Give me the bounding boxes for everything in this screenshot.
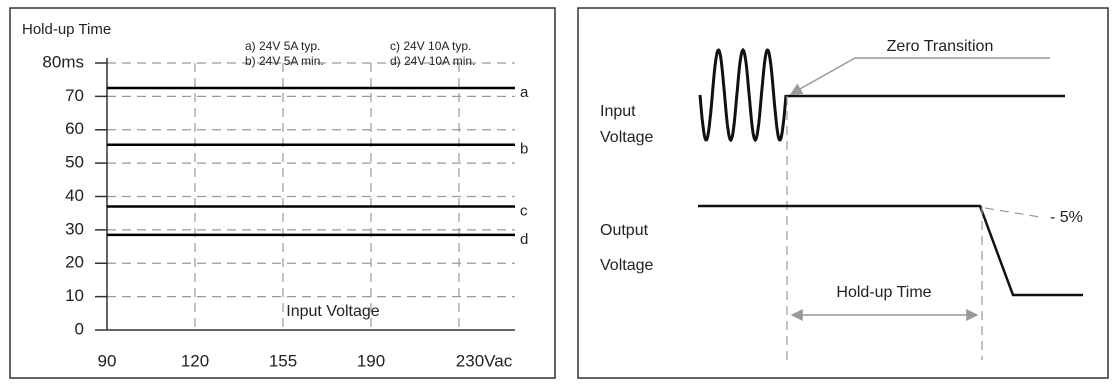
x-tick-label: 230Vac [456,351,513,370]
y-tick-label: 50 [65,153,84,172]
y-tick-label: 0 [75,319,84,338]
output-label: Voltage [600,257,653,274]
threshold-dash [984,207,1041,218]
series-name: d [520,231,528,248]
output-line [698,204,1083,297]
chart-frame [9,7,556,379]
legend-entry: a) 24V 5A typ. [245,39,320,53]
pointer [789,57,1050,95]
zero-transition: Zero Transition [887,38,994,55]
y-tick-label: 10 [65,286,84,305]
series-name: c [520,202,528,219]
y-tick-label: 60 [65,119,84,138]
y-tick-label: 30 [65,219,84,238]
threshold-label: - 5% [1050,209,1083,226]
diagram-frame [577,7,1109,379]
x-tick-label: 90 [98,351,117,370]
legend-entry: c) 24V 10A typ. [390,39,471,53]
hold-up-label: Hold-up Time [836,284,931,301]
chart-title: Hold-up Time [22,21,111,38]
input-label: Voltage [600,129,653,146]
y-tick-label: 80ms [42,52,84,71]
x-tick-label: 155 [269,351,297,370]
legend-entry: b) 24V 5A min. [245,54,324,68]
y-tick-label: 70 [65,86,84,105]
diagram: Zero Transition Input Voltage Output Vol… [600,38,1083,360]
x-axis-label: Input Voltage [286,303,380,320]
y-tick-label: 40 [65,186,84,205]
y-tick-label: 20 [65,253,84,272]
legend-entry: d) 24V 10A min. [390,54,475,68]
series-name: a [520,84,529,101]
input-label: Input [600,103,636,120]
input-wave [698,47,788,143]
x-tick-label: 120 [181,351,209,370]
series-name: b [520,141,528,158]
x-tick-label: 190 [357,351,385,370]
output-label: Output [600,222,649,239]
